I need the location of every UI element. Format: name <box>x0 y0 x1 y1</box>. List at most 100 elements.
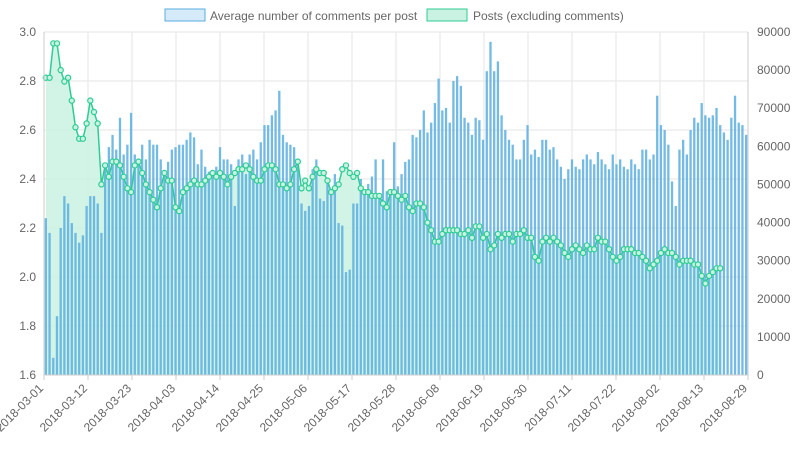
comments-bar[interactable] <box>296 159 299 375</box>
comments-bar[interactable] <box>237 159 240 375</box>
comments-bar[interactable] <box>693 117 696 375</box>
posts-point[interactable] <box>379 200 387 207</box>
comments-bar[interactable] <box>493 71 496 375</box>
posts-point[interactable] <box>579 249 587 257</box>
comments-bar[interactable] <box>381 159 385 375</box>
comments-bar[interactable] <box>537 156 540 375</box>
comments-bar[interactable] <box>700 103 703 376</box>
posts-point[interactable] <box>491 242 498 249</box>
comments-bar[interactable] <box>207 171 211 375</box>
posts-point[interactable] <box>242 162 250 169</box>
posts-point[interactable] <box>302 177 309 184</box>
comments-bar[interactable] <box>148 139 151 375</box>
posts-point[interactable] <box>494 230 502 238</box>
posts-point[interactable] <box>498 234 505 241</box>
comments-bar[interactable] <box>111 134 114 375</box>
posts-point[interactable] <box>539 238 546 245</box>
comments-bar[interactable] <box>489 41 492 376</box>
comments-bar[interactable] <box>541 139 544 375</box>
posts-point[interactable] <box>335 181 342 188</box>
posts-point[interactable] <box>320 169 327 177</box>
comments-bar[interactable] <box>441 110 444 376</box>
comments-bar[interactable] <box>393 142 396 375</box>
posts-point[interactable] <box>402 192 409 200</box>
comments-bar[interactable] <box>641 149 644 375</box>
posts-point[interactable] <box>161 169 168 177</box>
comments-bar[interactable] <box>596 152 600 375</box>
posts-point[interactable] <box>561 249 568 257</box>
posts-point[interactable] <box>416 200 424 207</box>
comments-bar[interactable] <box>370 176 374 375</box>
posts-point[interactable] <box>53 40 61 47</box>
comments-bar[interactable] <box>78 242 81 375</box>
posts-point[interactable] <box>420 204 427 211</box>
comments-bar[interactable] <box>267 125 270 375</box>
posts-point[interactable] <box>657 249 665 257</box>
posts-point[interactable] <box>294 158 301 165</box>
comments-bar[interactable] <box>504 130 507 375</box>
comments-bar[interactable] <box>630 159 633 375</box>
comments-bar[interactable] <box>159 159 162 375</box>
comments-bar[interactable] <box>574 166 577 375</box>
comments-bar[interactable] <box>604 164 607 375</box>
comments-bar[interactable] <box>281 134 285 375</box>
comments-bar[interactable] <box>422 110 425 376</box>
posts-point[interactable] <box>528 234 535 241</box>
posts-point[interactable] <box>101 162 109 169</box>
comments-bar[interactable] <box>178 144 181 375</box>
posts-point[interactable] <box>687 257 694 264</box>
comments-bar[interactable] <box>152 144 155 375</box>
posts-point[interactable] <box>213 173 220 180</box>
posts-point[interactable] <box>94 120 101 127</box>
posts-point[interactable] <box>394 192 402 200</box>
comments-bar[interactable] <box>74 232 77 375</box>
posts-point[interactable] <box>565 253 572 261</box>
posts-point[interactable] <box>661 245 668 253</box>
comments-bar[interactable] <box>326 179 329 375</box>
comments-bar[interactable] <box>189 132 192 375</box>
comments-bar[interactable] <box>722 132 726 375</box>
comments-bar[interactable] <box>192 137 196 375</box>
comments-bar[interactable] <box>337 223 340 375</box>
posts-point[interactable] <box>435 238 442 245</box>
posts-point[interactable] <box>64 74 72 81</box>
posts-point[interactable] <box>635 249 642 257</box>
posts-point[interactable] <box>339 165 346 173</box>
comments-bar[interactable] <box>137 164 140 375</box>
posts-point[interactable] <box>609 253 617 261</box>
comments-bar[interactable] <box>333 174 337 375</box>
comments-bar[interactable] <box>533 149 537 375</box>
comments-bar[interactable] <box>241 154 244 376</box>
posts-point[interactable] <box>209 169 216 177</box>
comments-bar[interactable] <box>459 85 462 376</box>
posts-point[interactable] <box>591 245 598 253</box>
posts-point[interactable] <box>72 124 79 131</box>
posts-point[interactable] <box>290 165 298 173</box>
comments-bar[interactable] <box>633 164 637 375</box>
posts-point[interactable] <box>153 204 161 211</box>
posts-point[interactable] <box>357 185 364 192</box>
comments-bar[interactable] <box>259 142 262 375</box>
posts-point[interactable] <box>205 173 213 180</box>
posts-point[interactable] <box>694 261 702 268</box>
posts-point[interactable] <box>220 173 227 180</box>
comments-bar[interactable] <box>211 174 214 375</box>
comments-bar[interactable] <box>89 196 92 375</box>
posts-point[interactable] <box>483 230 490 238</box>
comments-bar[interactable] <box>619 159 622 375</box>
comments-bar[interactable] <box>292 147 296 375</box>
comments-bar[interactable] <box>626 169 629 375</box>
comments-bar[interactable] <box>66 203 70 376</box>
posts-point[interactable] <box>250 173 257 180</box>
comments-bar[interactable] <box>426 132 429 375</box>
comments-bar[interactable] <box>63 196 66 375</box>
comments-bar[interactable] <box>522 139 525 375</box>
posts-point[interactable] <box>702 280 709 287</box>
comments-bar[interactable] <box>344 272 348 375</box>
posts-point[interactable] <box>309 173 316 180</box>
posts-point[interactable] <box>201 177 209 184</box>
posts-point[interactable] <box>313 165 320 173</box>
comments-bar[interactable] <box>92 196 96 375</box>
comments-bar[interactable] <box>737 122 740 376</box>
posts-point[interactable] <box>717 265 724 272</box>
